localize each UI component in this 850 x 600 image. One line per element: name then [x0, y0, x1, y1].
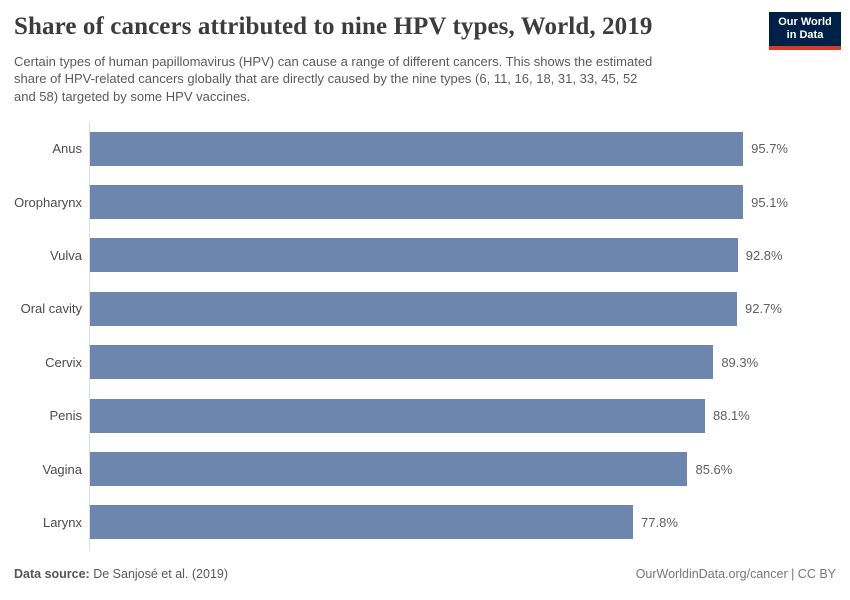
- value-label: 92.7%: [745, 301, 782, 317]
- value-label: 95.7%: [751, 141, 788, 157]
- value-label: 77.8%: [641, 514, 678, 530]
- bar[interactable]: [90, 131, 744, 166]
- category-label: Vagina: [42, 461, 82, 477]
- value-label: 89.3%: [721, 354, 759, 370]
- owid-logo[interactable]: Our World in Data: [769, 12, 841, 50]
- bar-track: 95.7%: [90, 131, 788, 166]
- value-label: 92.8%: [745, 247, 783, 263]
- bar[interactable]: [90, 452, 688, 487]
- bar[interactable]: [90, 185, 744, 220]
- bar-chart: Anus 95.7% Oropharynx 95.1% Vulva 92.8% Oral c…: [0, 122, 850, 552]
- bar-track: 95.1%: [90, 185, 788, 220]
- page-title: Share of cancers attributed to nine HPV …: [14, 13, 653, 40]
- value-label: 85.6%: [695, 461, 733, 477]
- bar-row: Cervix 89.3%: [0, 336, 850, 389]
- bar[interactable]: [90, 505, 634, 540]
- credit-link[interactable]: OurWorldinData.org/cancer | CC BY: [635, 567, 836, 581]
- y-axis-line: [89, 122, 90, 551]
- bar-track: 88.1%: [90, 398, 788, 433]
- category-label: Oropharynx: [14, 194, 82, 210]
- bar-row: Oral cavity 92.7%: [0, 282, 850, 335]
- category-label: Vulva: [49, 247, 82, 263]
- bar-row: Anus 95.7%: [0, 122, 850, 175]
- bar-row: Oropharynx 95.1%: [0, 175, 850, 228]
- bar-row: Penis 88.1%: [0, 389, 850, 442]
- category-label: Larynx: [42, 514, 82, 530]
- value-label: 95.1%: [751, 194, 788, 210]
- category-label: Penis: [49, 408, 82, 424]
- bar-row: Vagina 85.6%: [0, 442, 850, 495]
- chart-footer: Data source: De Sanjosé et al. (2019) Ou…: [14, 567, 836, 581]
- bar-track: 77.8%: [90, 505, 788, 540]
- owid-logo-line2: in Data: [786, 29, 824, 41]
- bar[interactable]: [90, 345, 714, 380]
- bar-rows-container: Anus 95.7% Oropharynx 95.1% Vulva 92.8% Oral c…: [0, 122, 850, 549]
- bar-track: 92.7%: [90, 291, 788, 326]
- bar-row: Larynx 77.8%: [0, 496, 850, 549]
- bar-row: Vulva 92.8%: [0, 229, 850, 282]
- bar[interactable]: [90, 238, 738, 273]
- owid-logo-line1: Our World: [778, 16, 832, 28]
- category-label: Anus: [52, 141, 82, 157]
- bar[interactable]: [90, 398, 705, 433]
- data-source: Data source: De Sanjosé et al. (2019): [14, 567, 228, 581]
- bar[interactable]: [90, 291, 738, 326]
- category-label: Cervix: [45, 354, 82, 370]
- chart-subtitle: Certain types of human papillomavirus (H…: [14, 54, 653, 104]
- bar-track: 85.6%: [90, 452, 788, 487]
- bar-track: 89.3%: [90, 345, 788, 380]
- value-label: 88.1%: [712, 408, 750, 424]
- data-source-value: De Sanjosé et al. (2019): [89, 567, 229, 581]
- data-source-label: Data source:: [14, 567, 90, 581]
- bar-track: 92.8%: [90, 238, 788, 273]
- category-label: Oral cavity: [20, 301, 82, 317]
